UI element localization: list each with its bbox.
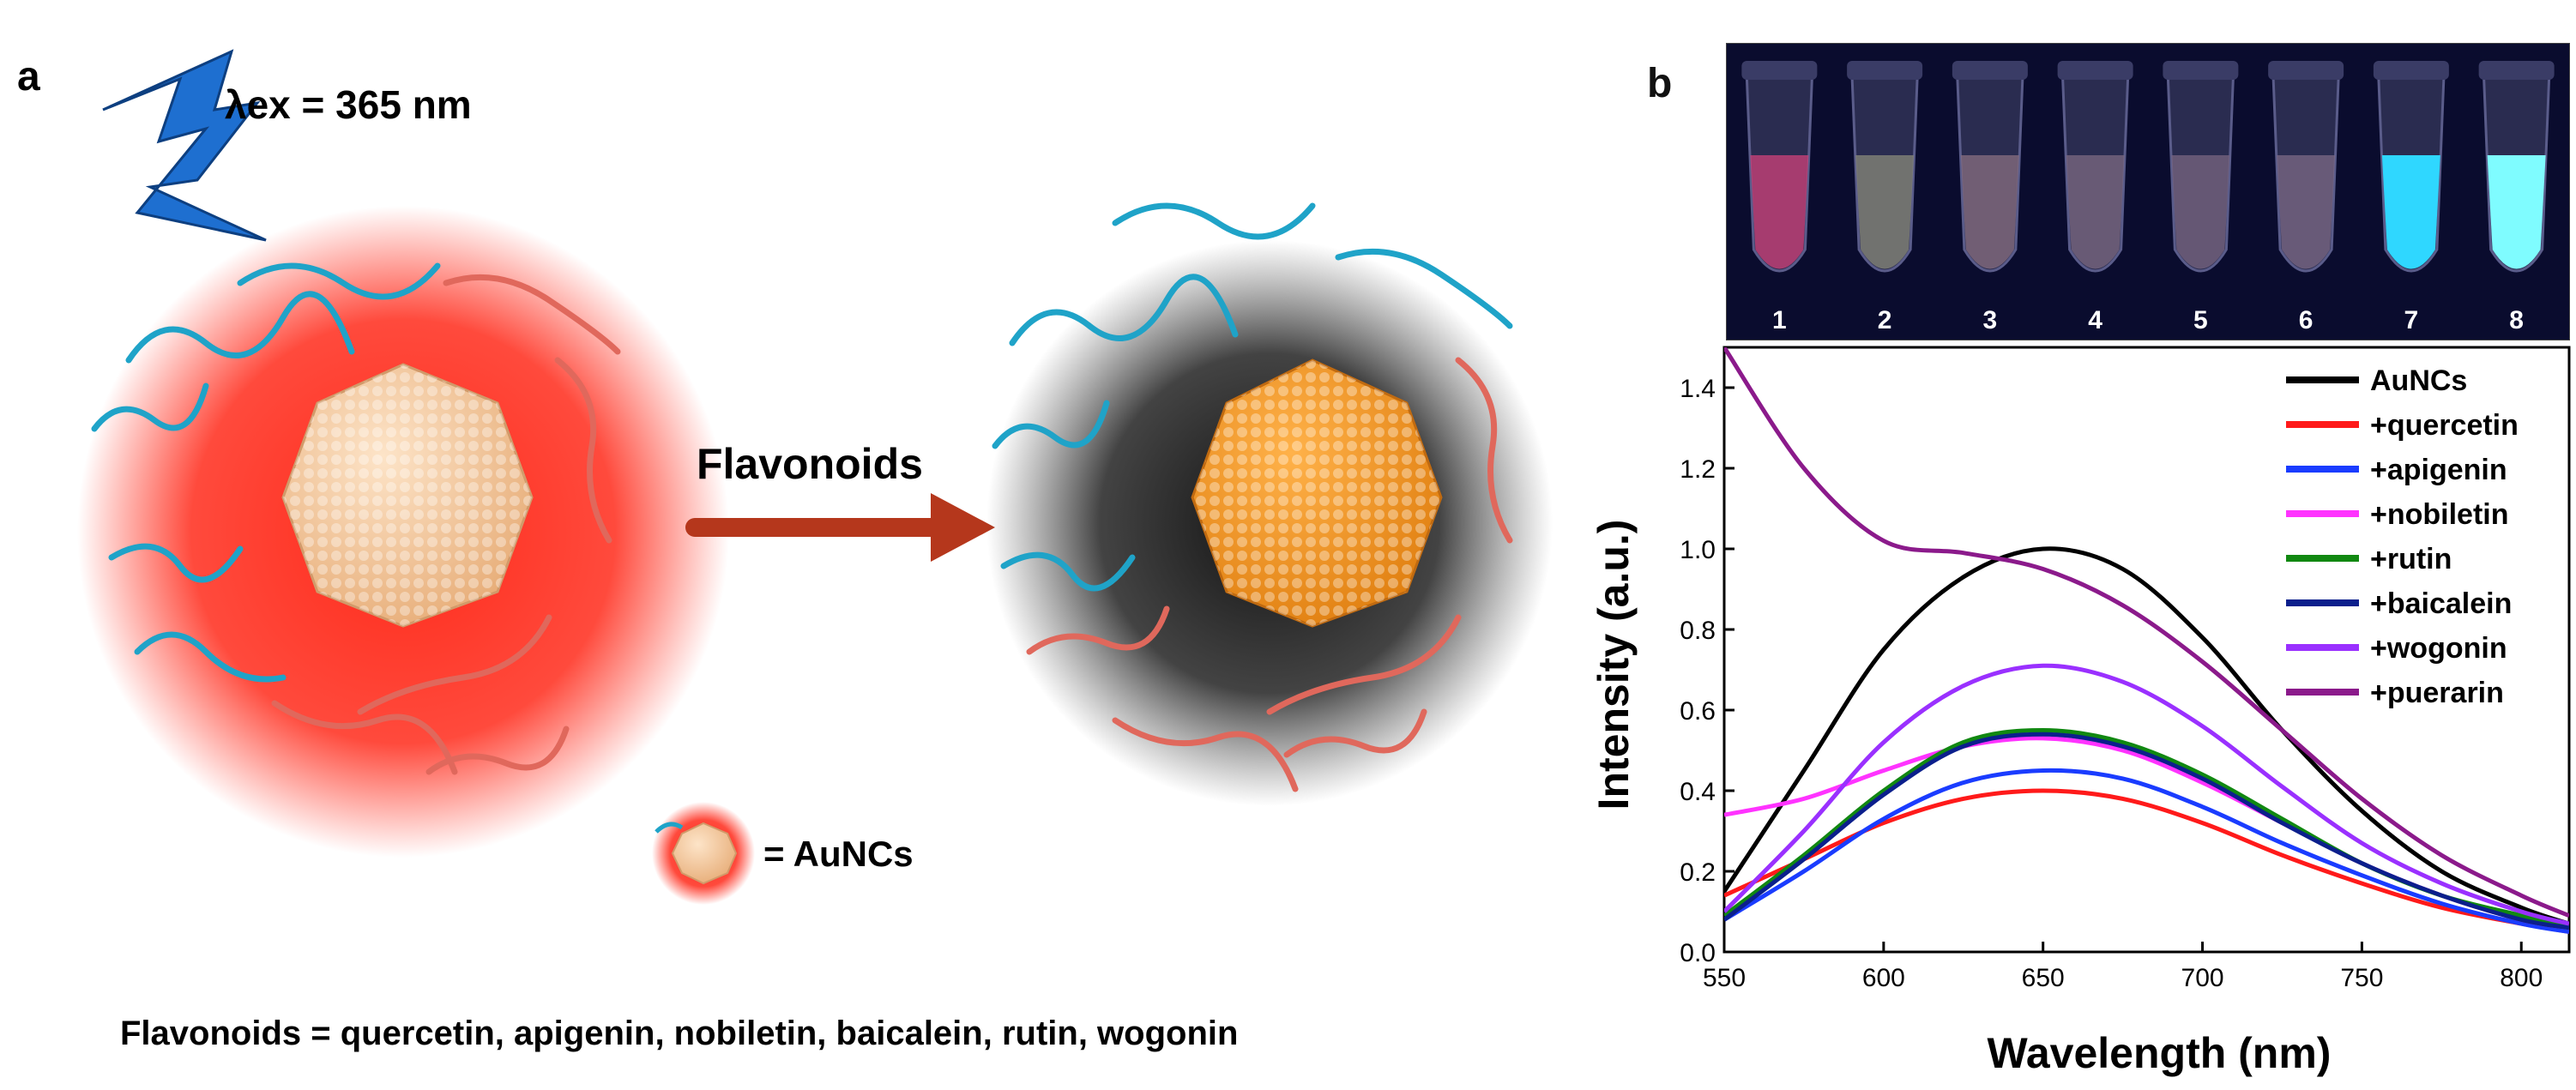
series-line xyxy=(1724,347,2569,918)
legend-item: +baicalein xyxy=(2286,587,2512,620)
tube-label: 8 xyxy=(2509,306,2524,334)
x-tick-label: 700 xyxy=(2181,964,2224,992)
x-axis-label: Wavelength (nm) xyxy=(1988,1029,2332,1077)
tube-label: 4 xyxy=(2088,306,2102,334)
aunc-legend-label: = AuNCs xyxy=(763,834,914,874)
legend-item: +wogonin xyxy=(2286,632,2507,665)
legend-label: +quercetin xyxy=(2370,409,2519,442)
y-tick-label: 1.2 xyxy=(1680,455,1716,484)
series-line xyxy=(1724,732,2569,930)
reaction-arrow xyxy=(685,493,995,562)
tube-photo: 1 2 3 4 5 6 7 8 xyxy=(1726,43,2570,340)
y-tick-label: 1.4 xyxy=(1680,375,1716,403)
tube: 5 xyxy=(2163,61,2239,334)
tube: 2 xyxy=(1847,61,1923,334)
flavonoids-caption: Flavonoids = quercetin, apigenin, nobile… xyxy=(120,1015,1238,1052)
series-line xyxy=(1724,768,2569,934)
aunc-fluorescent xyxy=(77,206,729,858)
legend-label: +wogonin xyxy=(2370,632,2507,665)
series-line xyxy=(1724,663,2569,926)
y-tick-label: 0.4 xyxy=(1680,778,1716,806)
y-tick-label: 0.8 xyxy=(1680,617,1716,645)
panel-b-letter: b xyxy=(1647,61,1673,106)
x-tick-label: 750 xyxy=(2340,964,2383,992)
tube-label: 1 xyxy=(1772,306,1787,334)
legend-item: +apigenin xyxy=(2286,454,2507,486)
legend-label: +nobiletin xyxy=(2370,498,2509,531)
legend-label: +baicalein xyxy=(2370,587,2512,620)
tube-label: 3 xyxy=(1983,306,1998,334)
legend-item: +puerarin xyxy=(2286,677,2504,709)
panel-a-letter: a xyxy=(17,54,40,99)
tube-label: 7 xyxy=(2404,306,2419,334)
legend-item: AuNCs xyxy=(2286,364,2467,397)
x-tick-label: 550 xyxy=(1703,964,1746,992)
tube: 6 xyxy=(2268,61,2344,334)
legend-label: +puerarin xyxy=(2370,677,2504,709)
legend-item: +quercetin xyxy=(2286,409,2519,442)
legend-label: AuNCs xyxy=(2370,364,2467,397)
y-tick-label: 0.2 xyxy=(1680,858,1716,887)
tube-label: 2 xyxy=(1878,306,1892,334)
aunc-legend-icon xyxy=(652,802,755,905)
legend-label: +rutin xyxy=(2370,543,2452,575)
lightning-icon xyxy=(102,49,267,242)
scheme-panel-a: a λex = 365 nm Flavonoids xyxy=(17,49,1553,1052)
legend-item: +nobiletin xyxy=(2286,498,2509,531)
y-axis-label: Intensity (a.u.) xyxy=(1590,520,1638,810)
tube: 1 xyxy=(1741,61,1818,334)
legend-label: +apigenin xyxy=(2370,454,2507,486)
plot-area xyxy=(1722,346,2571,954)
x-tick-label: 650 xyxy=(2022,964,2065,992)
excitation-label: λex = 365 nm xyxy=(225,82,472,127)
legend-item: +rutin xyxy=(2286,543,2452,575)
tube: 3 xyxy=(1952,61,2028,334)
series-line xyxy=(1724,546,2569,926)
tube: 8 xyxy=(2478,61,2555,334)
tube: 4 xyxy=(2057,61,2133,334)
tube-label: 6 xyxy=(2299,306,2314,334)
y-tick-label: 0.6 xyxy=(1680,697,1716,726)
y-tick-label: 0.0 xyxy=(1680,939,1716,967)
tube-label: 5 xyxy=(2193,306,2208,334)
arrow-label: Flavonoids xyxy=(697,440,923,488)
x-tick-label: 800 xyxy=(2500,964,2543,992)
fluorescence-spectra-chart: 550 600 650 700 750 800 0.0 0.2 0.4 0.6 0.8 1.0 1.2 1… xyxy=(1590,346,2571,1077)
tube: 7 xyxy=(2373,61,2449,334)
aunc-quenched xyxy=(986,202,1553,806)
x-tick-label: 600 xyxy=(1862,964,1905,992)
y-tick-label: 1.0 xyxy=(1680,536,1716,564)
